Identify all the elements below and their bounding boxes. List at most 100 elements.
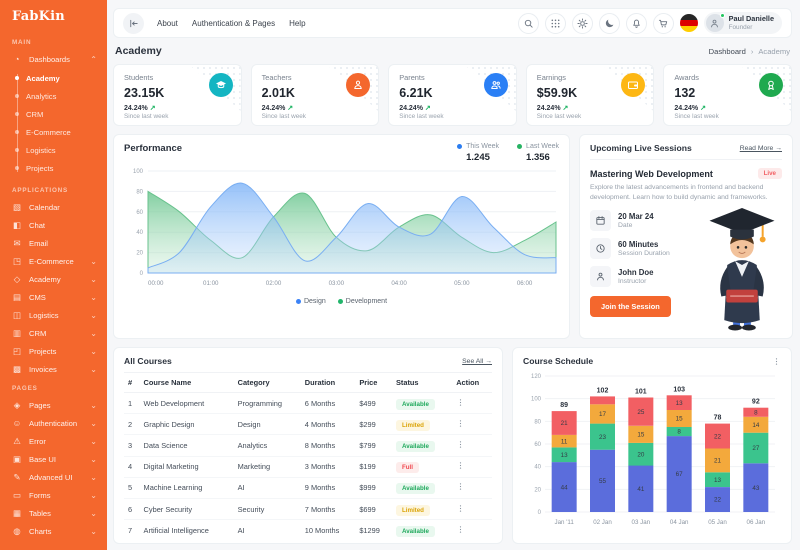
light-mode-sun-icon[interactable] (571, 12, 593, 34)
svg-text:01:00: 01:00 (203, 280, 219, 287)
notifications-bell-icon[interactable] (625, 12, 647, 34)
sidebar-item-tables[interactable]: ▦ Tables ⌄ (0, 504, 107, 522)
join-session-button[interactable]: Join the Session (590, 296, 671, 318)
sidebar-item-invoices[interactable]: ▩ Invoices ⌄ (0, 360, 107, 378)
sidebar-item-crm[interactable]: ▥ CRM ⌄ (0, 324, 107, 342)
topbar-link-authentication-pages[interactable]: Authentication & Pages (191, 18, 276, 28)
calendar-icon (590, 210, 611, 232)
sidebar-item-academy[interactable]: Academy (15, 69, 107, 87)
chevron-down-icon: ⌄ (90, 436, 97, 446)
sidebar-item-academy[interactable]: ◇ Academy ⌄ (0, 270, 107, 288)
sidebar-item-charts[interactable]: ◍ Charts ⌄ (0, 522, 107, 540)
session-description: Explore the latest advancements in front… (590, 184, 768, 202)
page-title: Academy (115, 45, 162, 57)
sidebar-item-e-commerce[interactable]: ◳ E-Commerce ⌄ (0, 252, 107, 270)
row-action-kebab-icon[interactable] (456, 482, 465, 491)
brand-logo[interactable]: FabKin (0, 0, 107, 32)
stat-change: 24.24% ↗ (674, 105, 706, 112)
bullet-icon (15, 76, 19, 80)
course-category: AI (233, 477, 301, 499)
svg-text:22: 22 (714, 433, 722, 440)
trend-up-icon: ↗ (149, 105, 156, 112)
sidebar-item-e-commerce[interactable]: E-Commerce (15, 123, 107, 141)
sidebar-item-chat[interactable]: ◧ Chat (0, 216, 107, 234)
course-status: Available (392, 520, 452, 541)
chevron-down-icon: ⌄ (90, 292, 97, 302)
row-action-kebab-icon[interactable] (456, 440, 465, 449)
cart-icon[interactable] (652, 12, 674, 34)
sidebar-item-advanced-ui[interactable]: ✎ Advanced UI ⌄ (0, 468, 107, 486)
bullet-icon (15, 94, 19, 98)
sidebar-toggle-button[interactable] (123, 12, 144, 34)
row-action-kebab-icon[interactable] (456, 419, 465, 428)
sidebar-item-analytics[interactable]: Analytics (15, 87, 107, 105)
course-status: Limited (391, 498, 453, 521)
medal-icon (759, 73, 783, 97)
read-more-link[interactable]: Read More → (739, 144, 782, 152)
sidebar-item-label: Base UI (29, 454, 57, 464)
pages-icon: ◈ (13, 399, 21, 410)
sidebar-item-base-ui[interactable]: ▣ Base UI ⌄ (0, 450, 107, 468)
table-row[interactable]: 4 Digital Marketing Marketing 3 Months $199 F… (124, 456, 492, 478)
breadcrumb-item-dashboard[interactable]: Dashboard (708, 46, 746, 56)
sidebar-item-label: E-Commerce (29, 256, 74, 266)
sidebar-item-calendar[interactable]: ▧ Calendar (0, 198, 107, 216)
svg-text:44: 44 (561, 484, 569, 491)
table-row[interactable]: 3 Data Science Analytics 8 Months $799 Availa… (124, 434, 492, 457)
svg-text:21: 21 (561, 420, 569, 427)
row-number: 5 (124, 477, 140, 499)
topbar-link-about[interactable]: About (157, 18, 178, 28)
chevron-down-icon: ⌄ (90, 400, 97, 410)
email-icon: ✉ (13, 237, 21, 248)
table-row[interactable]: 6 Cyber Security Security 7 Months $699 Limit… (124, 498, 492, 521)
course-price: $799 (355, 434, 392, 457)
stat-card-teachers: Teachers 2.01K 24.24% ↗ Since last week (250, 64, 380, 126)
row-action-kebab-icon[interactable] (456, 525, 465, 534)
sidebar-item-crm[interactable]: CRM (15, 105, 107, 123)
dark-mode-moon-icon[interactable] (598, 12, 620, 34)
sidebar-item-error[interactable]: ⚠ Error ⌄ (0, 432, 107, 450)
search-icon[interactable] (517, 12, 539, 34)
detail-value: John Doe (618, 268, 654, 278)
sidebar-item-projects[interactable]: ◰ Projects ⌄ (0, 342, 107, 360)
svg-text:22: 22 (714, 497, 722, 504)
sidebar-item-email[interactable]: ✉ Email (0, 234, 107, 252)
see-all-link[interactable]: See All → (462, 357, 492, 365)
sidebar-item-projects[interactable]: Projects (15, 159, 107, 177)
sidebar-item-pages[interactable]: ◈ Pages ⌄ (0, 396, 107, 414)
germany-flag[interactable] (679, 14, 698, 32)
topbar: About Authentication & Pages Help Paul Dan… (113, 8, 792, 38)
sidebar-item-logistics[interactable]: ◫ Logistics ⌄ (0, 306, 107, 324)
status-badge: Available (395, 525, 435, 537)
status-badge: Available (395, 398, 435, 410)
chevron-down-icon: ⌄ (90, 418, 97, 428)
live-session-title: Upcoming Live Sessions (590, 143, 692, 153)
row-number: 6 (124, 498, 140, 521)
status-badge: Full (395, 462, 419, 474)
online-status-dot (719, 13, 725, 18)
live-badge: Live (757, 168, 782, 179)
apps-icon[interactable] (544, 12, 566, 34)
stat-label: Teachers (261, 73, 292, 82)
user-menu[interactable]: Paul Danielle Founder (703, 12, 782, 34)
table-row[interactable]: 2 Graphic Design Design 4 Months $299 Limited (124, 413, 492, 436)
schedule-menu-kebab-icon[interactable] (772, 357, 781, 366)
logistics-icon: ◫ (12, 309, 22, 320)
svg-text:78: 78 (714, 415, 722, 422)
table-row[interactable]: 5 Machine Learning AI 9 Months $999 Available (124, 477, 492, 499)
baseui-icon: ▣ (12, 453, 22, 464)
session-detail-session-duration: 60 Minutes Session Duration (590, 238, 710, 260)
table-row[interactable]: 1 Web Development Programming 6 Months $499 A… (124, 392, 492, 415)
sidebar-item-logistics[interactable]: Logistics (15, 141, 107, 159)
topbar-link-help[interactable]: Help (289, 18, 306, 28)
row-number: 7 (128, 525, 133, 535)
sidebar-item-forms[interactable]: ▭ Forms ⌄ (0, 486, 107, 504)
sidebar-item-dashboards[interactable]: ◔ Dashboards ⌃ (0, 50, 107, 68)
row-action-kebab-icon[interactable] (456, 504, 465, 513)
table-row[interactable]: 7 Artificial Intelligence AI 10 Months $1299… (124, 520, 492, 541)
row-action-kebab-icon[interactable] (456, 461, 465, 470)
svg-text:27: 27 (752, 445, 760, 452)
row-action-kebab-icon[interactable] (456, 398, 465, 407)
sidebar-item-authentication[interactable]: ☺ Authentication ⌄ (0, 414, 107, 432)
sidebar-item-cms[interactable]: ▤ CMS ⌄ (0, 288, 107, 306)
